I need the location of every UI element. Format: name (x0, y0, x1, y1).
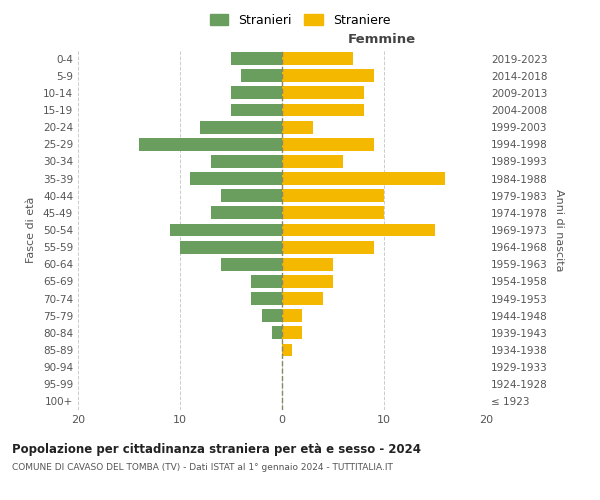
Bar (282, 326, 302, 340)
Bar (221, 258, 282, 270)
Bar (221, 190, 282, 202)
Bar (251, 275, 282, 288)
Bar (282, 224, 435, 236)
Bar (262, 310, 282, 322)
Bar (282, 104, 364, 117)
Y-axis label: Fasce di età: Fasce di età (26, 197, 36, 263)
Bar (180, 240, 282, 254)
Bar (282, 190, 384, 202)
Bar (282, 155, 343, 168)
Bar (211, 206, 282, 220)
Bar (241, 70, 282, 82)
Bar (211, 155, 282, 168)
Bar (231, 52, 282, 65)
Bar (282, 120, 313, 134)
Y-axis label: Anni di nascita: Anni di nascita (554, 188, 564, 271)
Bar (231, 104, 282, 117)
Bar (282, 344, 292, 356)
Bar (282, 70, 374, 82)
Bar (231, 86, 282, 100)
Bar (190, 172, 282, 185)
Legend: Stranieri, Straniere: Stranieri, Straniere (205, 8, 395, 32)
Bar (282, 206, 384, 220)
Bar (282, 310, 302, 322)
Bar (251, 292, 282, 305)
Bar (282, 292, 323, 305)
Bar (282, 275, 333, 288)
Bar (282, 240, 374, 254)
Bar (282, 52, 353, 65)
Text: COMUNE DI CAVASO DEL TOMBA (TV) - Dati ISTAT al 1° gennaio 2024 - TUTTITALIA.IT: COMUNE DI CAVASO DEL TOMBA (TV) - Dati I… (12, 462, 393, 471)
Bar (170, 224, 282, 236)
Text: Popolazione per cittadinanza straniera per età e sesso - 2024: Popolazione per cittadinanza straniera p… (12, 442, 421, 456)
Text: Femmine: Femmine (348, 34, 416, 46)
Bar (282, 86, 364, 100)
Bar (282, 172, 445, 185)
Bar (282, 258, 333, 270)
Bar (200, 120, 282, 134)
Bar (139, 138, 282, 150)
Bar (282, 138, 374, 150)
Bar (272, 326, 282, 340)
